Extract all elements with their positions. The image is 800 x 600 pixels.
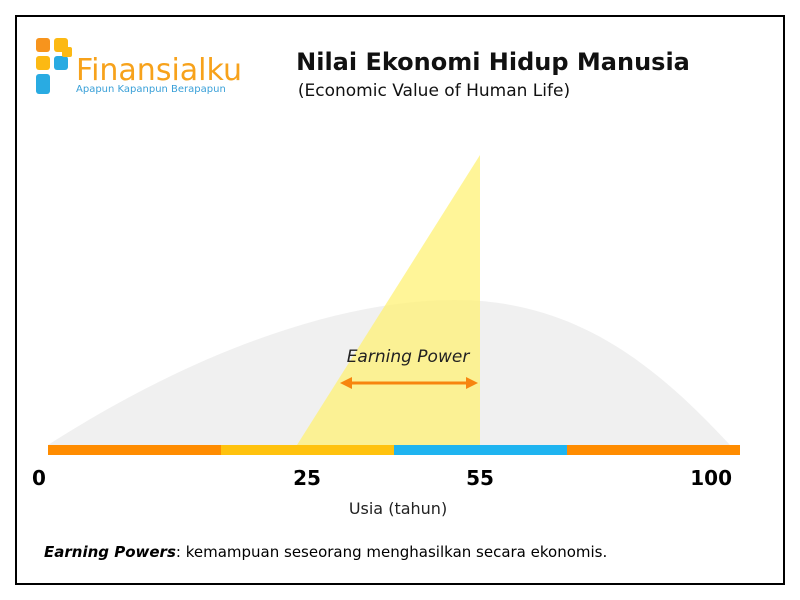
axis-label: 55	[466, 466, 494, 490]
title: Nilai Ekonomi Hidup Manusia	[296, 48, 690, 76]
footnote-term: Earning Powers	[44, 543, 176, 561]
earning-arrow	[340, 377, 478, 389]
axis-label: 100	[690, 466, 732, 490]
age-bar	[48, 445, 740, 455]
subtitle: (Economic Value of Human Life)	[298, 81, 570, 101]
earning-triangle	[297, 155, 480, 445]
brand: Finansialku	[76, 53, 242, 88]
annotation: Earning Power	[347, 347, 471, 367]
axis-label: 0	[32, 466, 46, 490]
axis-title: Usia (tahun)	[349, 499, 447, 518]
logo-icon	[36, 38, 72, 94]
axis-label: 25	[293, 466, 321, 490]
footnote: Earning Powers: kemampuan seseorang meng…	[44, 543, 607, 561]
footnote-definition: : kemampuan seseorang menghasilkan secar…	[176, 543, 607, 561]
tagline: Apapun Kapanpun Berapapun	[76, 84, 226, 95]
